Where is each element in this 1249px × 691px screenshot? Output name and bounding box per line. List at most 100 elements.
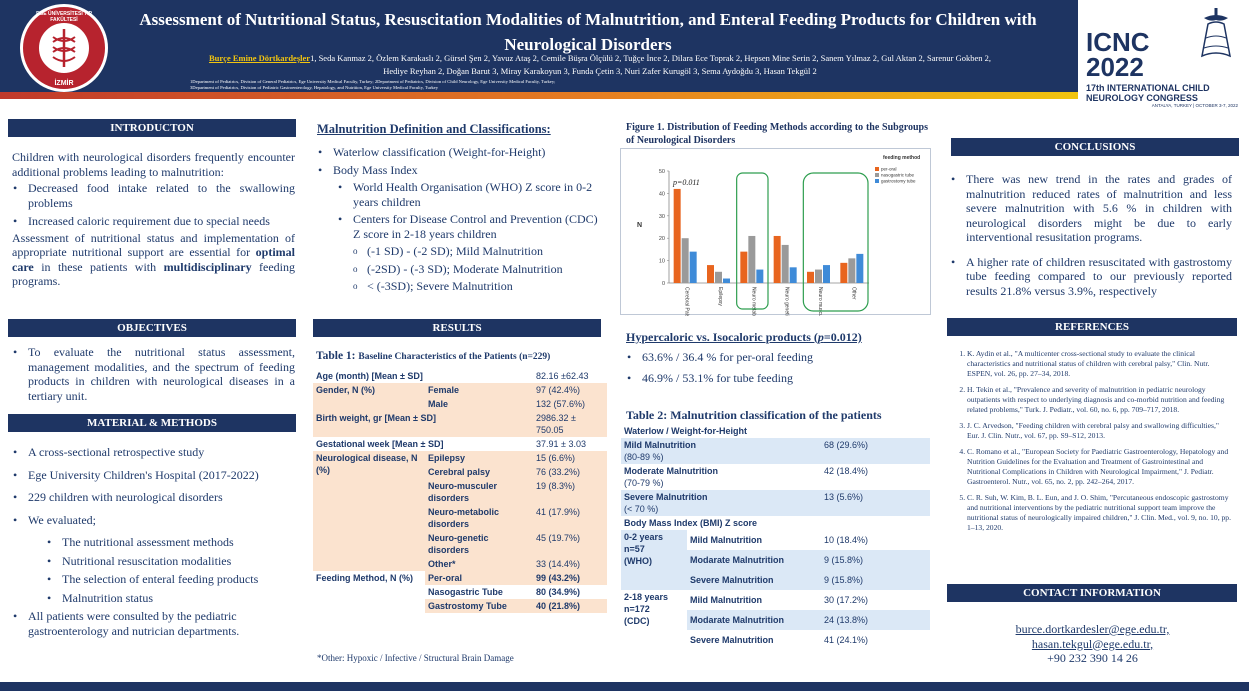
definition-circle-1: (-1 SD) - (-2 SD); Mild Malnutrition <box>351 244 602 259</box>
t2-w-val: 13 (5.6%) <box>821 490 930 516</box>
author-list: Burçe Emine Dörtkardeşler1, Seda Kanmaz … <box>150 52 1050 78</box>
definition-sub-1: World Health Organisation (WHO) Z score … <box>337 180 602 209</box>
bar-gastrostomy-tube <box>756 269 764 283</box>
intro-bullet-2: Increased caloric requirement due to spe… <box>12 214 295 229</box>
t2-g1-name: Severe Malnutrition <box>687 570 821 590</box>
contact-phone: +90 232 390 14 26 <box>1047 651 1138 665</box>
t2-g2-name: Severe Malnutrition <box>687 630 821 650</box>
definition-list: Waterlow classification (Weight-for-Heig… <box>317 145 602 294</box>
intro-p2-optimal-care: optimal care <box>12 245 295 274</box>
t2-g1-name: Modarate Malnutrition <box>687 550 821 570</box>
x-tick-label: Neuro metabolic <box>750 287 756 316</box>
table-1: Age (month) [Mean ± SD] 82.16 ±62.43 Gend… <box>313 369 607 613</box>
authors-line-2: Hediye Reyhan 2, Doğan Barut 3, Miray Ka… <box>383 66 817 76</box>
p-value-label: p=0.011 <box>672 178 700 187</box>
t1-female-val: 97 (42.4%) <box>533 383 607 397</box>
methods-bullet-3: 229 children with neurological disorders <box>12 490 295 505</box>
methods-heading: MATERIAL & METHODS <box>8 414 296 432</box>
intro-p2-part-e: feeding programs. <box>12 259 295 289</box>
y-tick-label: 20 <box>659 236 665 242</box>
t2-w-row-label: Severe Malnutrition (< 70 %) <box>621 490 821 516</box>
bar-nasogastric-tube <box>815 269 822 283</box>
t1-nd-name: Neuro-metabolic disorders <box>425 505 533 531</box>
intro-p2-part-c: in these patients with <box>33 259 164 274</box>
t2-g2-name: Mild Malnutrition <box>687 590 821 610</box>
t1-fm-label: Feeding Method, N (%) <box>313 571 425 613</box>
table1-title: Table 1: Baseline Characteristics of the… <box>316 349 606 365</box>
objectives-heading: OBJECTIVES <box>8 319 296 337</box>
table2-title: Table 2: Malnutrition classification of … <box>626 408 882 422</box>
t1-age-label: Age (month) [Mean ± SD] <box>313 369 533 383</box>
definition-item-1: Waterlow classification (Weight-for-Heig… <box>317 145 602 160</box>
highlight-neuro-metabolic <box>736 172 769 310</box>
t1-fm-name: Per-oral <box>425 571 533 585</box>
t2-w-row-label: Moderate Malnutrition (70-79 %) <box>621 464 821 490</box>
contact-heading: CONTACT INFORMATION <box>947 584 1237 602</box>
t2-w-row-label: Mild Malnutrition (80-89 %) <box>621 438 821 464</box>
y-axis-label: N <box>637 222 642 229</box>
congress-subtitle-1: 17th INTERNATIONAL CHILD <box>1086 83 1210 93</box>
whirling-dervish-icon <box>1201 8 1231 58</box>
t1-fm-name: Nasogastric Tube <box>425 585 533 599</box>
bar-nasogastric-tube <box>781 244 789 283</box>
legend-swatch <box>875 167 879 171</box>
t2-w-range: (< 70 %) <box>624 504 659 514</box>
t2-g2-name: Modarate Malnutrition <box>687 610 821 630</box>
bar-per-oral <box>840 262 848 283</box>
t2-group-1: 0-2 years n=57 (WHO) <box>621 530 687 590</box>
poster-title: Assessment of Nutritional Status, Resusc… <box>139 10 1037 54</box>
methods-sub-2: Nutritional resuscitation modalities <box>46 554 295 569</box>
t1-nd-val: 76 (33.2%) <box>533 465 607 479</box>
definition-circle-3: < (-3SD); Severe Malnutrition <box>351 279 602 294</box>
intro-heading: INTRODUCTON <box>8 119 296 137</box>
t1-bw-val: 2986.32 ± 750.05 <box>533 411 607 437</box>
t1-gw-label: Gestational week [Mean ± SD] <box>313 437 533 451</box>
table1-title-b: Baseline Characteristics of the Patients… <box>358 352 551 362</box>
legend-swatch <box>875 173 879 177</box>
contact-email-1[interactable]: burce.dortkardesler@ege.edu.tr, <box>1015 622 1170 636</box>
t1-fm-val: 99 (43.2%) <box>533 571 607 585</box>
t2-g2-age: 2-18 years <box>624 592 669 602</box>
reference-4: C. Romano et al., "European Society for … <box>967 447 1233 487</box>
table1-title-a: Table 1: <box>316 350 359 362</box>
t1-fm-val: 80 (34.9%) <box>533 585 607 599</box>
t1-male: Male <box>425 397 533 411</box>
definition-sub-2: Centers for Disease Control and Preventi… <box>337 212 602 241</box>
congress-place: ANTALYA, TURKEY | OCTOBER 3-7, 2022 <box>1151 103 1238 108</box>
university-logo: EGE ÜNİVERSİTESİ TIP FAKÜLTESİ İZMİR <box>20 4 108 92</box>
bar-gastrostomy-tube <box>723 278 730 283</box>
highlight-neuro-muscular-other <box>802 172 869 312</box>
contact-email-2[interactable]: hasan.tekgul@ege.edu.tr, <box>1031 636 1154 651</box>
bar-per-oral <box>673 188 681 283</box>
poster-footer <box>0 682 1249 691</box>
methods-sub-3: The selection of enteral feeding product… <box>46 572 295 587</box>
t2-g1-ref: (WHO) <box>624 556 652 566</box>
t1-nd-name: Other* <box>425 557 533 571</box>
bar-nasogastric-tube <box>848 258 856 283</box>
y-tick-label: 30 <box>659 214 665 220</box>
t1-fm-name: Gastrostomy Tube <box>425 599 533 613</box>
methods-sub-1: The nutritional assessment methods <box>46 535 295 550</box>
t1-gender-label: Gender, N (%) <box>313 383 425 411</box>
t2-g1-n: n=57 <box>624 544 645 554</box>
definition-item-2: Body Mass Index <box>317 163 602 178</box>
reference-3: J. C. Arvedson, "Feeding children with c… <box>967 421 1233 441</box>
affiliation-1: 1Department of Pediatrics, Division of G… <box>190 79 556 84</box>
objectives-bullet: To evaluate the nutritional status asses… <box>12 345 295 403</box>
hyper-heading-p: p <box>817 330 824 344</box>
legend-entry: per-oral <box>881 167 897 172</box>
t2-g2-val: 24 (13.8%) <box>821 610 930 630</box>
intro-paragraph-2: Assessment of nutritional status and imp… <box>12 231 295 289</box>
t1-age-val: 82.16 ±62.43 <box>533 369 607 383</box>
t1-nd-val: 19 (8.3%) <box>533 479 607 505</box>
t2-w-name: Mild Malnutrition <box>624 440 696 450</box>
y-tick-label: 0 <box>662 281 665 287</box>
authors-line-1: 1, Seda Kanmaz 2, Özlem Karakaslı 2, Gür… <box>310 53 991 63</box>
methods-bullet-1: A cross-sectional retrospective study <box>12 445 295 460</box>
t1-gw-val: 37.91 ± 3.03 <box>533 437 607 451</box>
t1-nd-name: Neuro-musculer disorders <box>425 479 533 505</box>
y-tick-label: 10 <box>659 259 665 265</box>
t2-w-val: 68 (29.6%) <box>821 438 930 464</box>
t1-nd-val: 33 (14.4%) <box>533 557 607 571</box>
y-tick-label: 50 <box>659 169 665 175</box>
